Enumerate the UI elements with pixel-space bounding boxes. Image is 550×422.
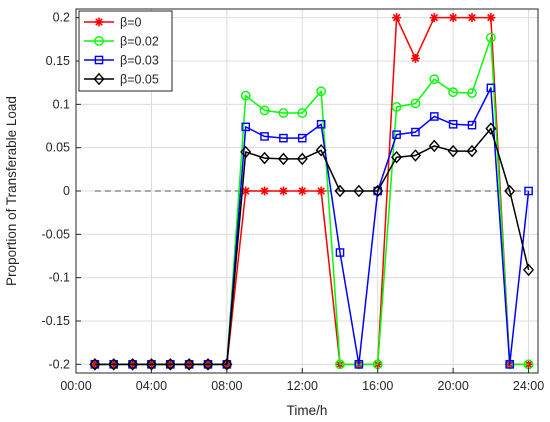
x-axis-label: Time/h <box>287 403 328 418</box>
data-point-asterisk <box>241 186 251 196</box>
data-point-diamond <box>485 122 497 135</box>
data-point-asterisk <box>410 53 420 63</box>
data-point-diamond <box>108 358 120 371</box>
data-point-diamond <box>391 150 403 164</box>
data-point-asterisk <box>429 13 439 23</box>
data-point-diamond <box>164 358 176 371</box>
data-point-diamond <box>202 358 214 371</box>
y-tick-label: -0.05 <box>42 227 71 241</box>
y-tick-label: 0.05 <box>46 141 70 155</box>
legend-item-1: β=0.02 <box>84 35 159 49</box>
y-tick-label: -0.2 <box>48 357 70 371</box>
y-tick-label: 0 <box>63 184 70 198</box>
x-tick-label: 16:00 <box>362 379 393 393</box>
x-tick-label: 12:00 <box>287 379 318 393</box>
data-point-circle <box>240 90 251 101</box>
data-point-circle <box>278 108 289 118</box>
data-point-square <box>505 360 515 369</box>
data-point-asterisk <box>486 13 496 23</box>
data-point-square <box>524 186 533 196</box>
data-point-circle <box>467 88 477 98</box>
data-point-diamond <box>240 145 252 159</box>
x-tick-label: 20:00 <box>438 379 469 393</box>
data-point-circle <box>297 108 308 118</box>
y-tick-label: -0.15 <box>42 314 71 328</box>
legend-label: β=0 <box>120 16 141 30</box>
legend: β=0 β=0.02 β=0.03 β=0.05 <box>78 10 173 92</box>
data-point-asterisk <box>524 359 534 369</box>
data-point-diamond <box>296 152 308 166</box>
data-point-square <box>392 130 401 139</box>
data-point-diamond <box>372 184 384 198</box>
x-tick-label: 04:00 <box>136 379 167 393</box>
data-point-circle <box>94 36 104 46</box>
data-point-diamond <box>315 144 327 157</box>
data-point-asterisk <box>90 359 100 369</box>
data-point-asterisk <box>316 186 326 196</box>
data-point-square <box>467 120 477 130</box>
data-point-square <box>316 119 326 129</box>
data-point-circle <box>410 98 421 109</box>
data-point-diamond <box>523 263 535 277</box>
data-point-circle <box>316 86 327 97</box>
legend-label: β=0.03 <box>120 54 159 68</box>
x-tick-label: 00:00 <box>60 379 91 393</box>
data-point-circle <box>485 32 496 43</box>
data-point-asterisk <box>297 186 307 196</box>
data-point-diamond <box>504 184 516 198</box>
data-point-diamond <box>466 144 478 158</box>
data-point-square <box>354 360 364 369</box>
data-point-circle <box>429 74 440 85</box>
data-point-square <box>279 133 288 143</box>
data-point-diamond <box>353 184 365 198</box>
legend-label: β=0.02 <box>120 35 159 49</box>
legend-box <box>78 10 173 92</box>
y-tick-label: 0.1 <box>53 97 70 111</box>
x-tick-label: 24:00 <box>513 379 544 393</box>
data-point-square <box>486 83 496 93</box>
data-point-asterisk <box>278 186 288 196</box>
data-point-asterisk <box>448 13 458 23</box>
data-point-circle <box>335 359 345 370</box>
legend-item-2: β=0.03 <box>84 54 159 68</box>
data-point-square <box>297 133 307 143</box>
data-point-diamond <box>409 149 421 162</box>
axis-ticks: 00:00 04:00 08:00 12:00 16:00 20:00 24:00 -0.2 -… <box>42 11 545 393</box>
legend-label: β=0.05 <box>120 73 159 87</box>
data-point-square <box>260 132 269 141</box>
data-point-square <box>335 248 345 257</box>
x-tick-label: 08:00 <box>211 379 242 393</box>
y-tick-label: -0.1 <box>48 271 70 285</box>
data-point-circle <box>448 87 459 98</box>
data-point-asterisk <box>467 13 477 23</box>
data-point-circle <box>259 105 270 116</box>
data-point-asterisk <box>392 13 402 23</box>
legend-item-0: β=0 <box>84 16 141 30</box>
data-point-diamond <box>183 358 195 371</box>
series-line <box>94 127 530 366</box>
data-point-asterisk <box>94 17 104 27</box>
data-point-diamond <box>89 358 101 371</box>
data-point-diamond <box>127 358 139 371</box>
data-point-square <box>448 119 458 129</box>
data-point-square <box>429 112 439 121</box>
data-point-diamond <box>447 144 459 158</box>
data-point-diamond <box>277 152 289 166</box>
y-tick-label: 0.15 <box>46 54 70 68</box>
data-point-circle <box>391 102 402 112</box>
y-axis-label: Proportion of Transferable Load <box>4 96 19 286</box>
data-point-asterisk <box>260 186 270 196</box>
data-point-square <box>411 127 420 137</box>
legend-item-3: β=0.05 <box>84 73 159 87</box>
y-tick-label: 0.2 <box>53 11 70 25</box>
data-point-square <box>94 55 104 65</box>
data-point-square <box>241 122 251 132</box>
data-point-diamond <box>259 151 271 165</box>
data-point-diamond <box>93 72 105 86</box>
data-point-diamond <box>428 139 440 153</box>
data-point-diamond <box>334 184 346 198</box>
